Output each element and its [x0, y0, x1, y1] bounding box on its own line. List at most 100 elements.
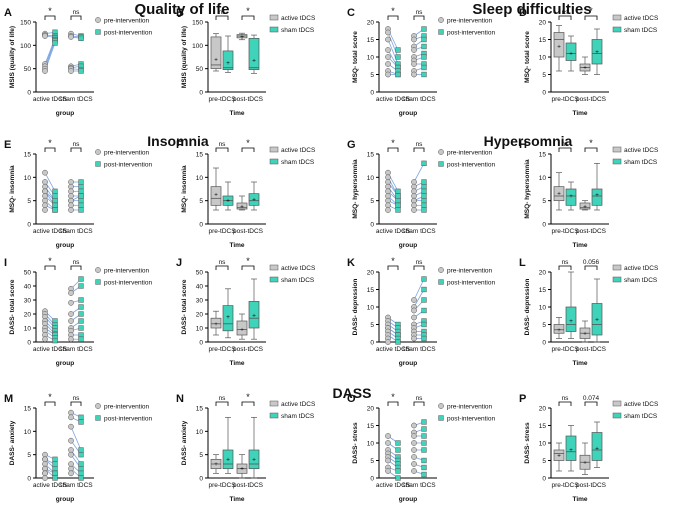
x-tick-label: sham tDCS	[59, 96, 93, 103]
y-tick-label: 10	[24, 429, 32, 436]
box	[248, 193, 260, 206]
mean-marker: +	[569, 51, 573, 58]
panel-label: C	[347, 7, 355, 19]
pre-point	[42, 33, 48, 39]
post-point	[52, 337, 58, 344]
post-point	[78, 336, 84, 342]
y-tick-label: 10	[539, 305, 547, 312]
post-point	[78, 414, 84, 420]
y-tick-label: 0	[542, 340, 546, 347]
x-tick-label: post-tDCS	[576, 228, 607, 235]
significance-label: ns	[562, 141, 570, 148]
significance-bracket	[413, 147, 425, 152]
post-point	[78, 419, 84, 425]
y-axis-label: MSQ- hypersomnia	[524, 159, 531, 219]
x-tick-label: pre-tDCS	[208, 482, 236, 489]
mean-marker: +	[214, 461, 218, 468]
panel-a: A 0 50 100 150 MSIS (quality of life) group act…	[4, 6, 152, 117]
legend-pre-marker	[438, 403, 444, 409]
y-tick-label: 10	[196, 175, 204, 182]
y-tick-label: 50	[196, 66, 204, 73]
box	[553, 186, 565, 202]
mean-marker: +	[557, 327, 561, 334]
significance-label: ns	[416, 259, 424, 266]
x-tick-label: post-tDCS	[233, 228, 264, 235]
significance-bracket	[44, 147, 56, 152]
x-tick-label: post-tDCS	[576, 482, 607, 489]
legend-active-label: active tDCS	[281, 265, 316, 272]
x-tick-label: active tDCS	[33, 228, 68, 235]
legend-post-label: post-intervention	[104, 280, 152, 287]
pre-point	[411, 440, 417, 446]
post-point	[52, 466, 58, 472]
x-tick-label: pre-tDCS	[551, 96, 579, 103]
y-tick-label: 0	[27, 340, 31, 347]
significance-label: ns	[416, 395, 424, 402]
post-point	[78, 193, 84, 199]
legend-post-marker	[95, 415, 101, 421]
panel-label: E	[4, 139, 11, 151]
significance-label: ns	[219, 259, 227, 266]
significance-bracket	[241, 147, 255, 152]
legend-post-label: post-intervention	[447, 30, 495, 37]
mean-marker: +	[569, 193, 573, 200]
x-tick-label: active tDCS	[33, 96, 68, 103]
y-tick-label: 150	[192, 20, 203, 27]
y-tick-label: 10	[539, 441, 547, 448]
legend-pre-label: pre-intervention	[447, 404, 493, 411]
post-point	[421, 179, 427, 185]
y-tick-label: 10	[539, 55, 547, 62]
significance-bracket	[387, 15, 399, 20]
panel-label: L	[519, 257, 526, 269]
legend-pre-marker	[95, 267, 101, 273]
y-tick-label: 20	[24, 312, 32, 319]
pre-point	[385, 71, 391, 78]
y-tick-label: 20	[539, 406, 547, 413]
mean-marker: +	[252, 456, 256, 463]
post-point	[421, 433, 427, 439]
post-point	[395, 188, 401, 194]
legend-sham-swatch	[269, 26, 279, 33]
pre-point	[42, 336, 48, 343]
x-tick-label: post-tDCS	[233, 96, 264, 103]
pre-point	[411, 447, 417, 453]
pre-point	[411, 433, 417, 439]
panel-c: C 0 5 10 15 20 MSQ- total score group active tDC…	[347, 6, 495, 117]
post-point	[395, 468, 401, 474]
legend-pre-marker	[438, 149, 444, 155]
y-axis-label: MSQ- total score	[352, 31, 359, 83]
significance-bracket	[44, 15, 56, 20]
box	[210, 186, 222, 206]
y-tick-label: 15	[367, 152, 375, 159]
y-tick-label: 5	[370, 322, 374, 329]
panel-g: G 0 5 10 15 MSQ- hypersomnia group active tDCS *…	[347, 138, 495, 249]
box	[591, 303, 603, 336]
post-point	[78, 297, 84, 303]
significance-bracket	[70, 265, 82, 270]
pre-point	[411, 335, 417, 342]
pre-point	[411, 461, 417, 467]
significance-label: *	[589, 6, 593, 16]
significance-bracket	[584, 147, 598, 152]
paired-line	[413, 163, 425, 183]
y-tick-label: 15	[539, 37, 547, 44]
legend-pre-marker	[438, 17, 444, 23]
post-point	[421, 440, 427, 446]
mean-marker: +	[252, 57, 256, 64]
significance-label: ns	[219, 395, 227, 402]
panel-label: M	[4, 393, 13, 405]
y-tick-label: 5	[542, 72, 546, 79]
y-tick-label: 30	[196, 298, 204, 305]
legend-active-label: active tDCS	[281, 15, 316, 22]
post-point	[78, 304, 84, 310]
panel-d: D 0 5 10 15 20 MSQ- total score Time + + pre-tDCS n…	[519, 6, 659, 117]
box	[210, 36, 222, 70]
significance-label: 0.056	[583, 259, 600, 266]
legend-pre-marker	[95, 149, 101, 155]
mean-marker: +	[595, 445, 599, 452]
legend-pre-label: pre-intervention	[104, 268, 150, 275]
significance-label: ns	[73, 395, 81, 402]
x-tick-label: sham tDCS	[59, 228, 93, 235]
y-tick-label: 20	[539, 270, 547, 277]
